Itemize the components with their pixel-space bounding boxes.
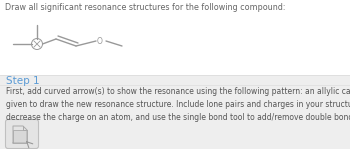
FancyBboxPatch shape bbox=[13, 130, 27, 143]
Text: O: O bbox=[97, 38, 103, 46]
Bar bbox=[0, 0, 350, 75]
Bar bbox=[0, 75, 350, 149]
Text: First, add curved arrow(s) to show the resonance using the following pattern: an: First, add curved arrow(s) to show the r… bbox=[6, 87, 350, 122]
Text: Draw all significant resonance structures for the following compound:: Draw all significant resonance structure… bbox=[5, 3, 286, 12]
Text: Step 1: Step 1 bbox=[6, 76, 40, 87]
FancyBboxPatch shape bbox=[6, 119, 38, 149]
